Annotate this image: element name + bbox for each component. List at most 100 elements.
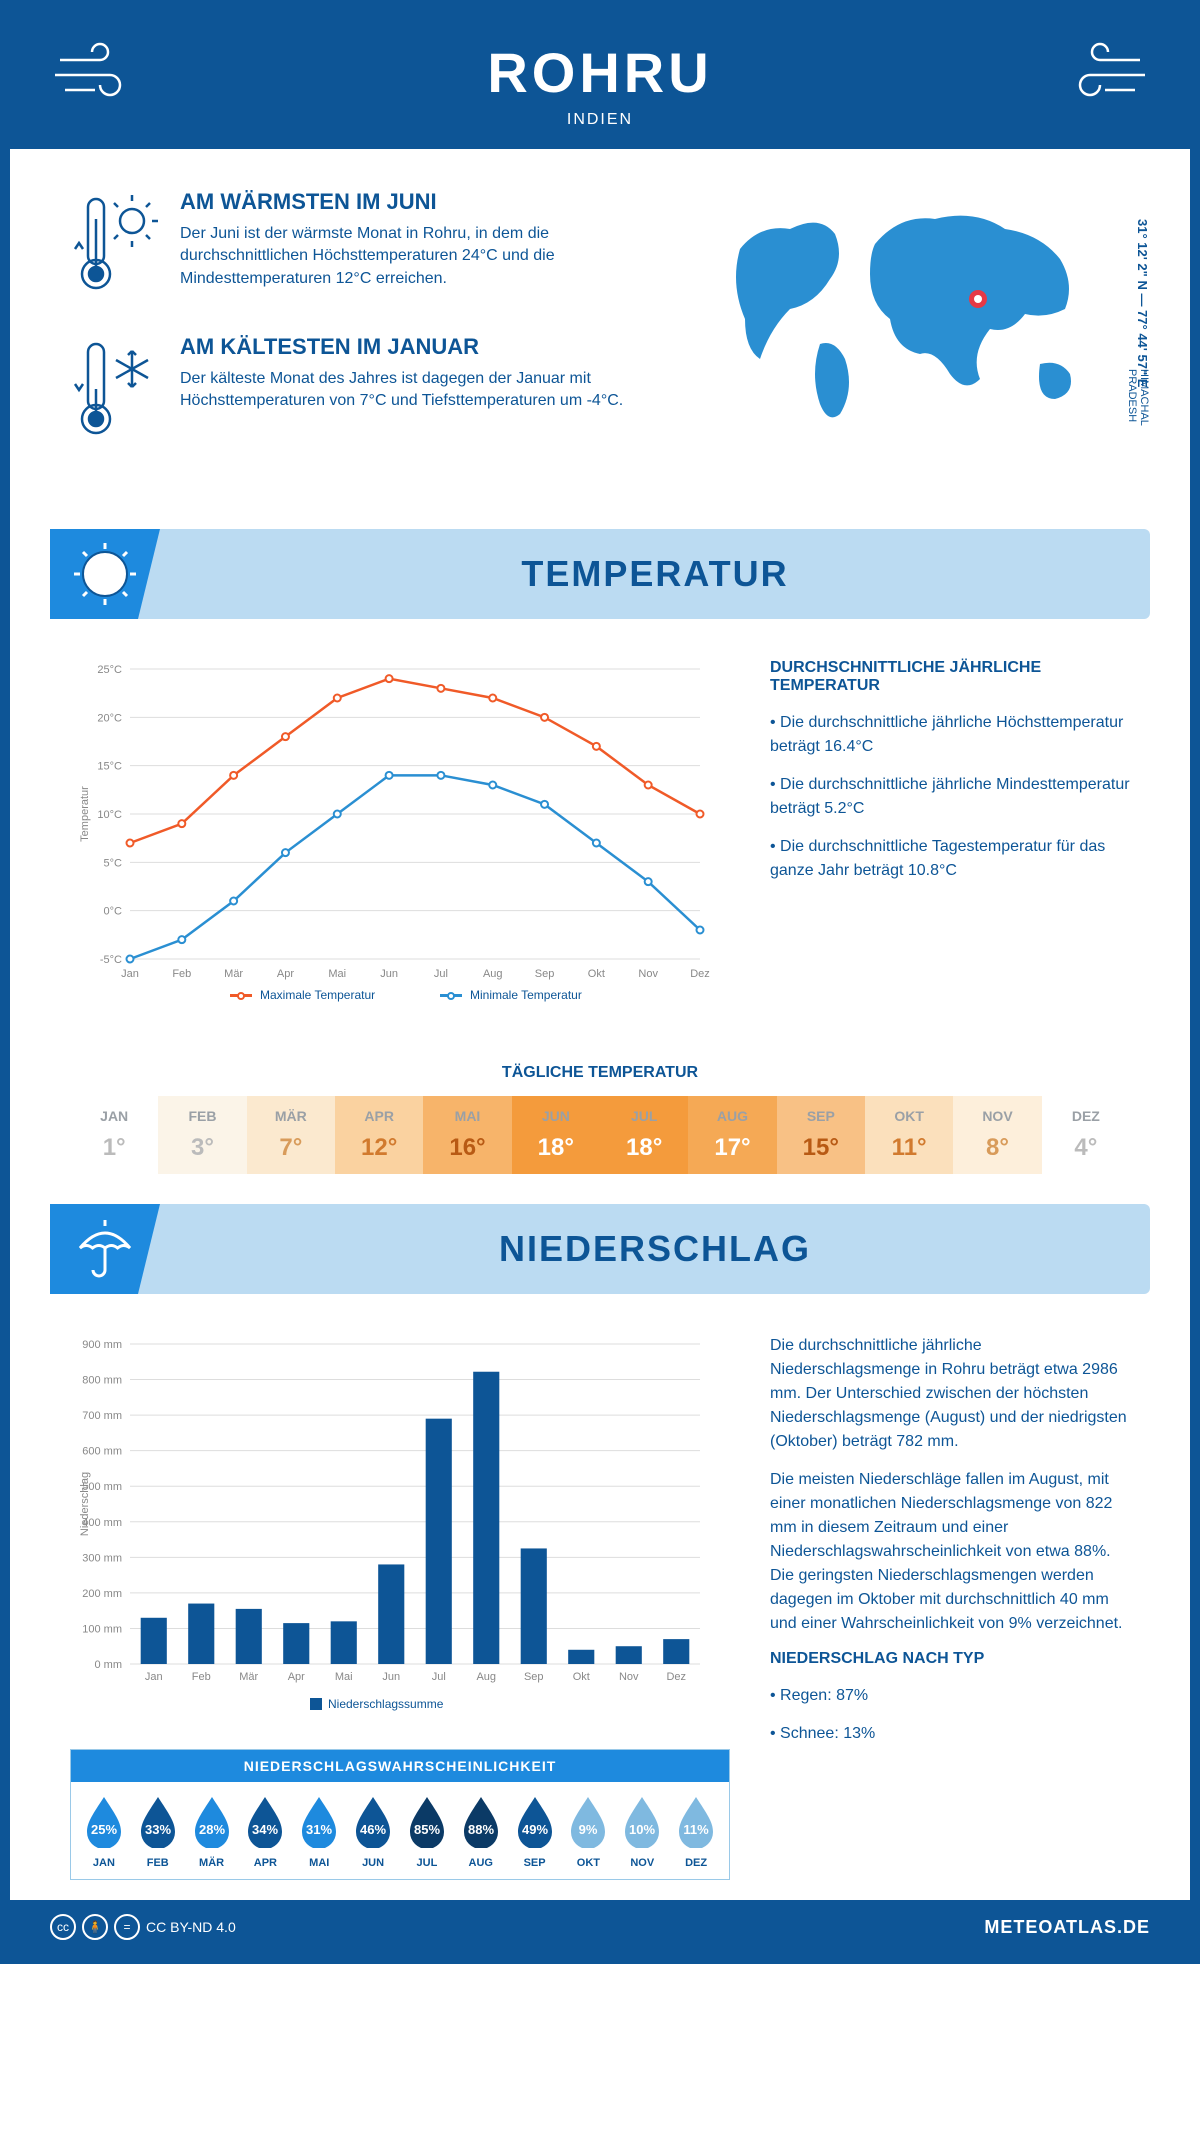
svg-text:0 mm: 0 mm (95, 1659, 123, 1671)
svg-text:Mai: Mai (335, 1671, 353, 1683)
wind-icon (1060, 40, 1150, 115)
temp-summary: DURCHSCHNITTLICHE JÄHRLICHE TEMPERATUR •… (770, 659, 1130, 1024)
daily-cell: MÄR7° (247, 1096, 335, 1174)
svg-text:10°C: 10°C (97, 809, 122, 821)
footer: cc 🧍 = CC BY-ND 4.0 METEOATLAS.DE (10, 1900, 1190, 1954)
daily-cell: MAI16° (423, 1096, 511, 1174)
page-subtitle: INDIEN (50, 111, 1150, 129)
svg-text:100 mm: 100 mm (82, 1623, 122, 1635)
warmest-text: Der Juni ist der wärmste Monat in Rohru,… (180, 223, 670, 290)
thermometer-sun-icon (70, 189, 160, 304)
drop-cell: 11%DEZ (671, 1794, 721, 1869)
svg-text:Apr: Apr (288, 1671, 305, 1683)
precip-summary: Die durchschnittliche jährliche Niedersc… (770, 1334, 1130, 1880)
svg-text:Feb: Feb (192, 1671, 211, 1683)
wind-icon (50, 40, 140, 115)
nd-icon: = (114, 1914, 140, 1940)
svg-text:34%: 34% (252, 1822, 278, 1837)
svg-text:Sep: Sep (524, 1671, 544, 1683)
drop-cell: 25%JAN (79, 1794, 129, 1869)
daily-cell: JUN18° (512, 1096, 600, 1174)
svg-text:Feb: Feb (172, 968, 191, 980)
section-title: NIEDERSCHLAG (160, 1228, 1150, 1270)
svg-text:10%: 10% (629, 1822, 655, 1837)
svg-text:900 mm: 900 mm (82, 1339, 122, 1351)
daily-temp-title: TÄGLICHE TEMPERATUR (10, 1064, 1190, 1082)
precipitation-chart: 0 mm100 mm200 mm300 mm400 mm500 mm600 mm… (70, 1334, 730, 1719)
svg-text:Mär: Mär (224, 968, 243, 980)
svg-text:Dez: Dez (690, 968, 710, 980)
svg-text:Jun: Jun (382, 1671, 400, 1683)
svg-text:Mai: Mai (328, 968, 346, 980)
drop-cell: 85%JUL (402, 1794, 452, 1869)
svg-text:Aug: Aug (483, 968, 503, 980)
drop-cell: 31%MAI (294, 1794, 344, 1869)
svg-text:800 mm: 800 mm (82, 1375, 122, 1387)
svg-text:Okt: Okt (573, 1671, 590, 1683)
coldest-block: AM KÄLTESTEN IM JANUAR Der kälteste Mona… (70, 334, 670, 449)
daily-cell: JUL18° (600, 1096, 688, 1174)
svg-text:46%: 46% (360, 1822, 386, 1837)
svg-text:Okt: Okt (588, 968, 605, 980)
warmest-title: AM WÄRMSTEN IM JUNI (180, 189, 670, 215)
sun-icon (50, 529, 160, 619)
coldest-title: AM KÄLTESTEN IM JANUAR (180, 334, 670, 360)
svg-text:700 mm: 700 mm (82, 1410, 122, 1422)
svg-text:300 mm: 300 mm (82, 1552, 122, 1564)
daily-cell: AUG17° (688, 1096, 776, 1174)
drop-cell: 46%JUN (348, 1794, 398, 1869)
svg-text:Nov: Nov (619, 1671, 639, 1683)
cc-icon: cc (50, 1914, 76, 1940)
svg-text:25°C: 25°C (97, 664, 122, 676)
svg-text:88%: 88% (468, 1822, 494, 1837)
header: ROHRU INDIEN (10, 10, 1190, 149)
umbrella-icon (50, 1204, 160, 1294)
temperature-chart: -5°C0°C5°C10°C15°C20°C25°CJanFebMärAprMa… (70, 659, 730, 1024)
svg-text:28%: 28% (199, 1822, 225, 1837)
license-text: CC BY-ND 4.0 (146, 1919, 236, 1935)
svg-text:Dez: Dez (666, 1671, 686, 1683)
drop-cell: 33%FEB (133, 1794, 183, 1869)
by-icon: 🧍 (82, 1914, 108, 1940)
svg-text:Niederschlag: Niederschlag (79, 1472, 91, 1536)
svg-text:33%: 33% (145, 1822, 171, 1837)
section-header-temperature: TEMPERATUR (50, 529, 1150, 619)
svg-text:49%: 49% (522, 1822, 548, 1837)
svg-text:85%: 85% (414, 1822, 440, 1837)
state-label: HIMACHAL PRADESH (1126, 369, 1150, 479)
svg-text:600 mm: 600 mm (82, 1446, 122, 1458)
svg-text:31%: 31% (306, 1822, 332, 1837)
svg-text:25%: 25% (91, 1822, 117, 1837)
warmest-block: AM WÄRMSTEN IM JUNI Der Juni ist der wär… (70, 189, 670, 304)
daily-cell: APR12° (335, 1096, 423, 1174)
svg-text:15°C: 15°C (97, 761, 122, 773)
drop-cell: 34%APR (240, 1794, 290, 1869)
svg-text:Jul: Jul (434, 968, 448, 980)
svg-text:Jul: Jul (432, 1671, 446, 1683)
section-title: TEMPERATUR (160, 553, 1150, 595)
svg-text:9%: 9% (579, 1822, 598, 1837)
svg-text:Nov: Nov (638, 968, 658, 980)
svg-text:11%: 11% (683, 1822, 709, 1837)
daily-cell: JAN1° (70, 1096, 158, 1174)
daily-cell: NOV8° (953, 1096, 1041, 1174)
thermometer-snow-icon (70, 334, 160, 449)
svg-text:Minimale Temperatur: Minimale Temperatur (470, 988, 582, 1002)
drop-cell: 88%AUG (456, 1794, 506, 1869)
svg-text:200 mm: 200 mm (82, 1588, 122, 1600)
drop-cell: 49%SEP (510, 1794, 560, 1869)
svg-text:Aug: Aug (476, 1671, 496, 1683)
daily-cell: OKT11° (865, 1096, 953, 1174)
daily-temp-grid: JAN1°FEB3°MÄR7°APR12°MAI16°JUN18°JUL18°A… (70, 1096, 1130, 1174)
svg-text:20°C: 20°C (97, 712, 122, 724)
svg-text:Sep: Sep (535, 968, 555, 980)
daily-cell: DEZ4° (1042, 1096, 1130, 1174)
precipitation-probability: NIEDERSCHLAGSWAHRSCHEINLICHKEIT 25%JAN33… (70, 1749, 730, 1880)
page-title: ROHRU (50, 40, 1150, 105)
svg-text:Apr: Apr (277, 968, 294, 980)
svg-text:Jan: Jan (121, 968, 139, 980)
svg-text:Maximale Temperatur: Maximale Temperatur (260, 988, 375, 1002)
svg-text:Niederschlagssumme: Niederschlagssumme (328, 1697, 444, 1711)
section-header-precipitation: NIEDERSCHLAG (50, 1204, 1150, 1294)
svg-text:-5°C: -5°C (100, 954, 122, 966)
